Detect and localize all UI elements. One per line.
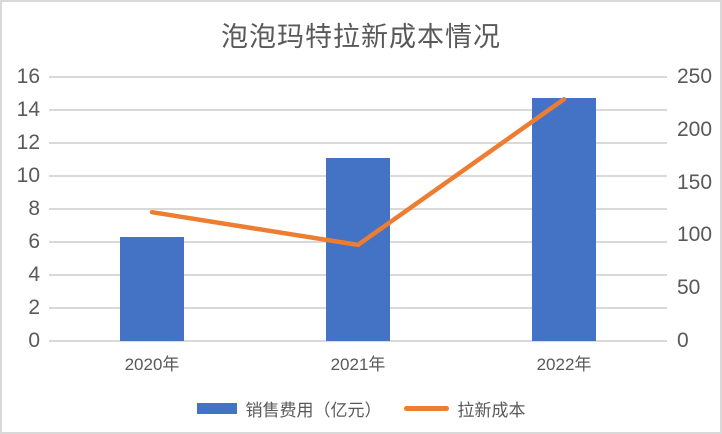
left-axis-tick-label: 8: [28, 197, 40, 220]
bar: [120, 237, 184, 341]
line-series: [149, 96, 567, 248]
left-axis-tick-label: 14: [16, 98, 40, 121]
legend-label: 销售费用（亿元）: [245, 401, 382, 420]
bar: [532, 98, 596, 341]
right-axis-tick-label: 150: [677, 170, 713, 194]
left-axis-tick-label: 0: [28, 329, 40, 352]
legend-item: 销售费用（亿元）: [196, 396, 382, 421]
left-axis-tick-label: 16: [16, 65, 40, 88]
gridline: [49, 109, 667, 111]
legend-bar-swatch-icon: [196, 403, 237, 414]
left-axis-tick-label: 10: [16, 164, 40, 187]
right-axis-tick-label: 200: [677, 117, 713, 141]
chart-title: 泡泡玛特拉新成本情况: [221, 22, 501, 52]
x-axis-category-label: 2021年: [330, 355, 386, 374]
line-series-path: [149, 96, 567, 248]
bar: [326, 157, 390, 341]
x-axis-category-label: 2022年: [536, 355, 592, 374]
plot-area: [49, 76, 667, 342]
left-axis-tick-label: 6: [28, 230, 40, 253]
right-axis-tick-label: 50: [677, 276, 701, 300]
gridline: [49, 142, 667, 144]
left-axis-tick-label: 12: [16, 131, 40, 154]
gridline: [49, 340, 667, 342]
right-axis-tick-label: 0: [677, 329, 689, 352]
legend: 销售费用（亿元） 拉新成本: [2, 396, 720, 421]
x-axis-category-label: 2020年: [124, 355, 180, 374]
right-axis-tick-label: 100: [677, 223, 713, 247]
left-axis-tick-label: 4: [28, 263, 40, 286]
left-axis-tick-label: 2: [28, 296, 40, 319]
legend-line-swatch-icon: [403, 406, 449, 411]
right-axis-tick-label: 250: [677, 65, 713, 88]
legend-label: 拉新成本: [457, 401, 526, 420]
legend-item: 拉新成本: [403, 396, 526, 421]
gridline: [49, 76, 667, 78]
